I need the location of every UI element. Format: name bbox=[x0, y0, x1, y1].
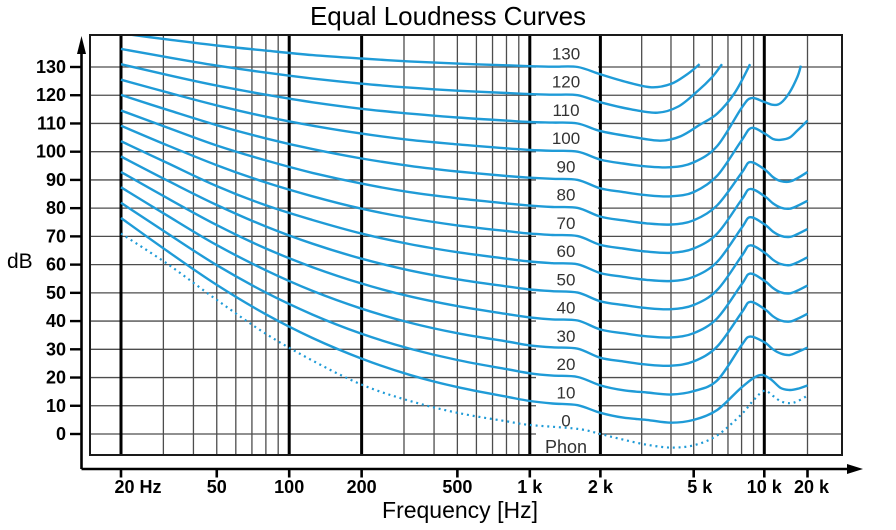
curve-label-90: 90 bbox=[557, 157, 576, 176]
curve-130-phon bbox=[124, 35, 701, 89]
curve-label-50: 50 bbox=[557, 270, 576, 289]
y-tick-label-0: 0 bbox=[56, 424, 66, 444]
curve-label-60: 60 bbox=[557, 242, 576, 261]
y-tick-label-130: 130 bbox=[36, 57, 66, 77]
curve-label-0: 0 bbox=[561, 412, 570, 431]
y-axis-unit-label: dB bbox=[7, 250, 33, 273]
curve-100-phon bbox=[120, 65, 803, 169]
curve-0-phon bbox=[120, 232, 809, 449]
loudness-curves-layer bbox=[120, 35, 809, 449]
curve-80-phon bbox=[120, 109, 809, 226]
curve-20-phon bbox=[120, 201, 809, 396]
x-tick-label-1000: 1 k bbox=[517, 477, 543, 497]
curve-110-phon bbox=[120, 63, 752, 142]
curve-10-phon bbox=[120, 217, 808, 424]
x-tick-label-200: 200 bbox=[347, 477, 377, 497]
phon-unit-label: Phon bbox=[545, 437, 587, 457]
y-tick-label-40: 40 bbox=[46, 311, 66, 331]
x-tick-label-500: 500 bbox=[442, 477, 472, 497]
curve-label-100: 100 bbox=[552, 129, 580, 148]
y-tick-label-80: 80 bbox=[46, 198, 66, 218]
curve-label-130: 130 bbox=[552, 44, 580, 63]
y-tick-label-70: 70 bbox=[46, 226, 66, 246]
y-tick-label-100: 100 bbox=[36, 142, 66, 162]
y-tick-label-20: 20 bbox=[46, 368, 66, 388]
x-tick-label-20: 20 Hz bbox=[114, 477, 161, 497]
y-tick-label-90: 90 bbox=[46, 170, 66, 190]
x-axis-label: Frequency [Hz] bbox=[382, 497, 538, 523]
curve-label-80: 80 bbox=[557, 186, 576, 205]
curve-70-phon bbox=[120, 124, 809, 255]
y-tick-label-30: 30 bbox=[46, 339, 66, 359]
x-tick-label-2000: 2 k bbox=[588, 477, 614, 497]
plot-border bbox=[89, 34, 843, 456]
curve-60-phon bbox=[120, 140, 809, 283]
axes-layer bbox=[70, 36, 863, 478]
x-tick-label-100: 100 bbox=[274, 477, 304, 497]
curve-40-phon bbox=[120, 170, 809, 339]
curve-label-70: 70 bbox=[557, 214, 576, 233]
curve-label-120: 120 bbox=[552, 73, 580, 92]
y-tick-label-110: 110 bbox=[37, 113, 66, 133]
chart-title: Equal Loudness Curves bbox=[309, 1, 587, 31]
curve-label-110: 110 bbox=[552, 101, 579, 120]
curve-120-phon bbox=[120, 47, 723, 114]
x-tick-label-10000: 10 k bbox=[747, 477, 783, 497]
x-tick-label-20000: 20 k bbox=[794, 477, 830, 497]
curve-label-20: 20 bbox=[557, 355, 576, 374]
curve-label-40: 40 bbox=[557, 299, 576, 318]
y-axis-arrowhead-icon bbox=[77, 36, 86, 54]
x-tick-label-5000: 5 k bbox=[687, 477, 713, 497]
curve-label-10: 10 bbox=[557, 383, 576, 402]
curve-90-phon bbox=[120, 93, 809, 198]
curve-label-30: 30 bbox=[557, 327, 576, 346]
y-tick-label-10: 10 bbox=[46, 396, 66, 416]
curve-30-phon bbox=[120, 186, 809, 368]
y-tick-label-50: 50 bbox=[46, 283, 66, 303]
curve-50-phon bbox=[120, 155, 809, 311]
y-tick-label-60: 60 bbox=[46, 255, 66, 275]
x-axis-arrowhead-icon bbox=[847, 464, 863, 474]
y-tick-label-120: 120 bbox=[36, 85, 66, 105]
x-tick-label-50: 50 bbox=[207, 477, 227, 497]
curve-label-background bbox=[536, 36, 598, 454]
